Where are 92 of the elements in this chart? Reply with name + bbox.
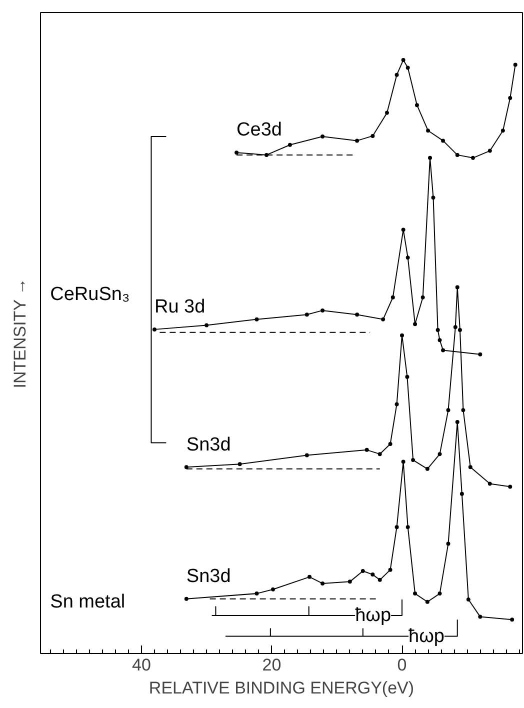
point: [288, 142, 292, 147]
point: [254, 592, 259, 596]
point: [488, 148, 492, 153]
point: [394, 525, 399, 530]
point: [428, 156, 432, 160]
point: [152, 327, 156, 332]
point: [461, 408, 466, 412]
point: [470, 156, 475, 160]
point: [406, 256, 410, 260]
x-tick-label: 0: [397, 656, 407, 674]
point: [455, 420, 460, 424]
point: [431, 196, 436, 200]
point: [401, 58, 406, 62]
annotation: ħωp: [408, 626, 444, 647]
point: [438, 338, 442, 342]
annotation: CeRuSn₃: [50, 284, 130, 306]
point: [405, 374, 410, 379]
point: [414, 103, 419, 108]
point: [411, 458, 416, 462]
point: [378, 578, 382, 582]
point: [426, 128, 430, 133]
point: [508, 96, 512, 100]
point: [478, 614, 482, 619]
point: [304, 312, 309, 317]
point: [364, 448, 369, 452]
point: [271, 587, 276, 592]
point: [254, 317, 259, 322]
point: [446, 408, 450, 412]
point: [355, 312, 360, 317]
annotation: ħωp: [355, 605, 392, 626]
x-tick-label: 20: [262, 656, 282, 674]
series-label: Ru 3d: [154, 296, 206, 318]
point: [453, 325, 458, 330]
point: [370, 134, 375, 138]
point: [394, 402, 399, 406]
point: [413, 322, 418, 326]
point: [406, 66, 410, 70]
point: [455, 152, 460, 157]
point: [425, 600, 430, 604]
point: [406, 525, 410, 530]
point: [264, 152, 269, 157]
point: [388, 568, 392, 572]
point: [425, 466, 430, 471]
point: [385, 110, 390, 115]
point: [308, 574, 312, 579]
point: [438, 452, 442, 456]
point: [238, 462, 242, 466]
point: [394, 72, 399, 77]
point: [488, 482, 492, 486]
y-axis-title: INTENSITY →: [10, 278, 30, 388]
point: [478, 352, 482, 356]
point: [510, 618, 514, 622]
point: [304, 453, 309, 458]
point: [400, 333, 404, 338]
annotation: Sn metal: [50, 592, 126, 613]
point: [458, 328, 462, 332]
point: [441, 348, 446, 352]
point: [468, 465, 472, 470]
point: [401, 228, 406, 232]
point: [184, 465, 188, 470]
point: [436, 328, 440, 332]
series-label: Ce3d: [236, 120, 282, 141]
point: [320, 308, 325, 312]
point: [234, 150, 239, 155]
point: [355, 138, 360, 143]
point: [508, 484, 512, 489]
point: [446, 542, 450, 546]
point: [320, 581, 325, 586]
series-label: Sn3d: [186, 434, 231, 456]
point: [348, 580, 352, 584]
point: [401, 460, 406, 464]
point: [513, 62, 518, 67]
point: [460, 492, 464, 496]
point: [388, 442, 392, 446]
point: [390, 295, 395, 300]
series-label: Sn3d: [186, 566, 231, 588]
point: [204, 323, 209, 328]
point: [420, 295, 425, 300]
x-tick-label: 40: [132, 656, 151, 674]
point: [320, 134, 325, 139]
point: [378, 452, 382, 456]
point: [500, 128, 505, 133]
point: [370, 572, 375, 577]
point: [413, 592, 418, 596]
point: [441, 138, 446, 143]
point: [466, 597, 470, 602]
point: [438, 592, 442, 596]
point: [360, 569, 365, 573]
point: [184, 596, 188, 601]
point: [381, 317, 386, 322]
x-axis-title: RELATIVE BINDING ENERGY(eV): [148, 678, 414, 698]
point: [455, 285, 460, 290]
